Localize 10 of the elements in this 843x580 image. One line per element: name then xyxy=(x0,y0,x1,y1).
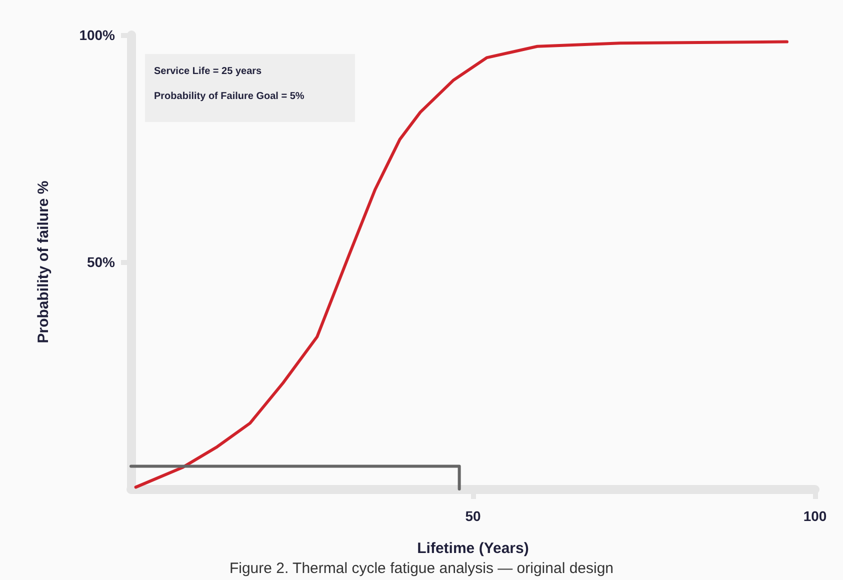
x-tick-label: 50 xyxy=(465,508,481,524)
x-axis-title: Lifetime (Years) xyxy=(417,540,529,557)
annotation: Service Life = 25 years xyxy=(154,66,263,77)
annotation: Probability of Failure Goal = 5% xyxy=(154,91,306,102)
y-axis-title: Probability of failure % xyxy=(35,180,52,344)
caption: Figure 2. Thermal cycle fatigue analysis — original design xyxy=(228,560,615,577)
y-tick-label: 50% xyxy=(86,254,116,270)
x-tick-label: 100 xyxy=(803,508,827,524)
line-series xyxy=(134,40,788,489)
y-tick-label: 100% xyxy=(79,27,116,43)
